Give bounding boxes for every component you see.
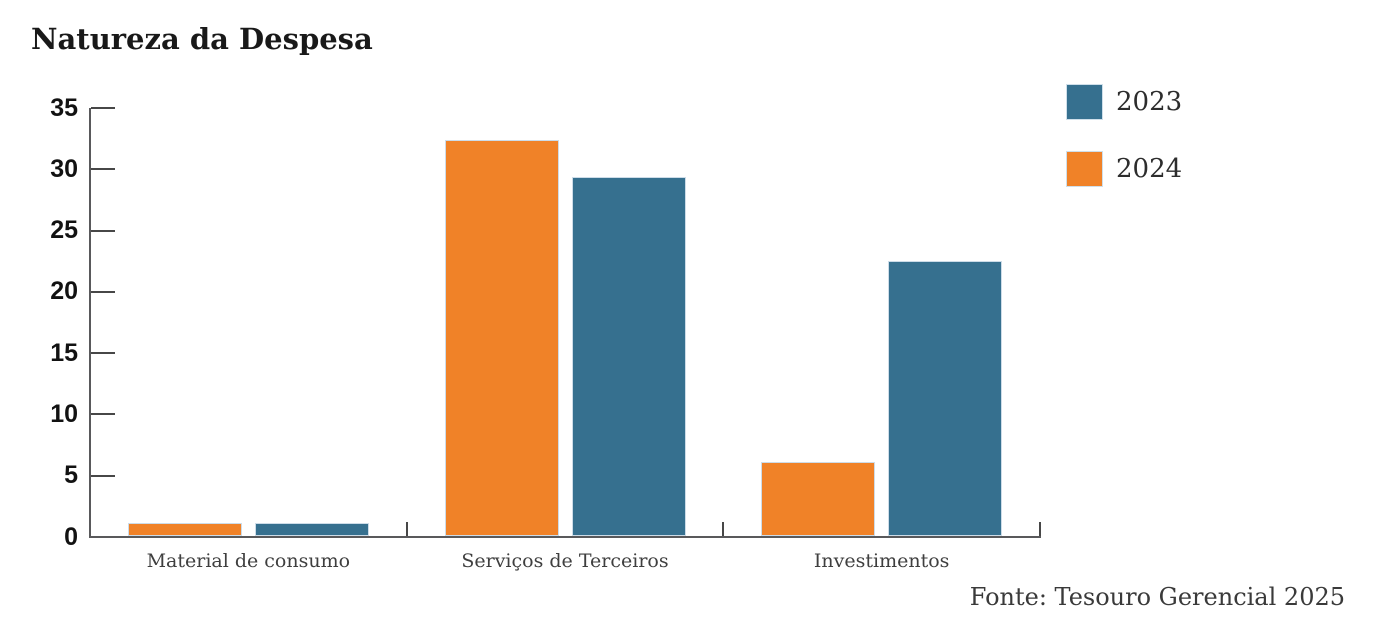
x-tick bbox=[722, 522, 725, 536]
y-tick bbox=[91, 352, 115, 355]
bar-2023-investimentos bbox=[888, 261, 1003, 536]
x-tick bbox=[1039, 522, 1041, 536]
x-category-label-servicos-de-terceiros: Serviços de Terceiros bbox=[461, 550, 669, 572]
y-tick-label: 5 bbox=[64, 461, 78, 490]
y-tick bbox=[91, 107, 115, 109]
legend-label-2023: 2023 bbox=[1116, 87, 1183, 117]
legend: 2023 2024 bbox=[1066, 84, 1182, 218]
y-tick-label: 25 bbox=[50, 216, 78, 245]
bar-2024-investimentos bbox=[761, 462, 876, 536]
bar-2024-servicos-de-terceiros bbox=[444, 140, 559, 536]
x-tick bbox=[405, 522, 408, 536]
y-tick-label: 20 bbox=[50, 277, 78, 306]
y-tick-label: 10 bbox=[50, 399, 78, 428]
chart-title: Natureza da Despesa bbox=[31, 22, 373, 56]
y-tick bbox=[91, 290, 115, 293]
legend-item-2023: 2023 bbox=[1066, 84, 1182, 120]
y-axis-line bbox=[89, 108, 91, 538]
bar-2024-material-de-consumo bbox=[128, 522, 242, 536]
y-tick-label: 15 bbox=[50, 338, 78, 367]
legend-swatch-2023 bbox=[1066, 84, 1103, 120]
y-tick-label: 0 bbox=[64, 522, 78, 551]
y-tick bbox=[91, 229, 115, 232]
legend-item-2024: 2024 bbox=[1066, 151, 1182, 187]
y-tick-label: 35 bbox=[50, 93, 78, 122]
y-tick bbox=[91, 474, 115, 477]
x-axis-line bbox=[89, 536, 1041, 538]
bar-2023-servicos-de-terceiros bbox=[571, 176, 686, 536]
y-tick-label: 30 bbox=[50, 154, 78, 183]
y-tick bbox=[91, 413, 115, 416]
source-note: Fonte: Tesouro Gerencial 2025 bbox=[969, 583, 1345, 611]
legend-label-2024: 2024 bbox=[1116, 154, 1183, 184]
x-category-label-material-de-consumo: Material de consumo bbox=[146, 550, 351, 572]
x-category-label-investimentos: Investimentos bbox=[813, 550, 950, 572]
y-tick bbox=[91, 168, 115, 171]
bar-2023-material-de-consumo bbox=[255, 522, 369, 536]
legend-swatch-2024 bbox=[1066, 151, 1103, 187]
